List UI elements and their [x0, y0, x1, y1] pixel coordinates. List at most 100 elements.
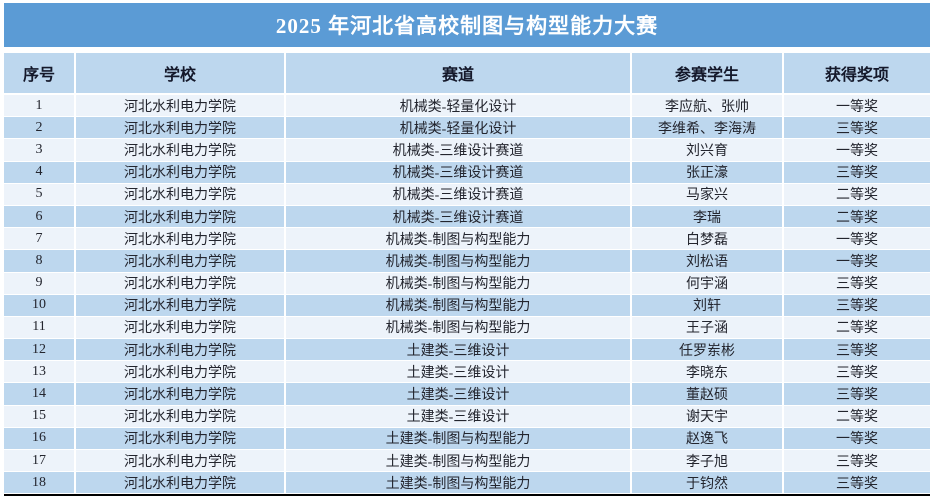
table-cell: 河北水利电力学院	[76, 383, 284, 405]
table-row: 1 河北水利电力学院 机械类-轻量化设计 李应航、张帅 一等奖	[4, 95, 930, 117]
table-row: 10 河北水利电力学院 机械类-制图与构型能力 刘轩 三等奖	[4, 294, 930, 316]
table-cell: 1	[4, 95, 74, 117]
table-cell: 一等奖	[784, 228, 930, 250]
table-cell: 三等奖	[784, 472, 930, 494]
table-row: 11 河北水利电力学院 机械类-制图与构型能力 王子涵 二等奖	[4, 316, 930, 339]
table-row: 14 河北水利电力学院 土建类-三维设计 董赵硕 三等奖	[4, 383, 930, 405]
table-cell: 河北水利电力学院	[76, 472, 284, 494]
table-row: 15 河北水利电力学院 土建类-三维设计 谢天宇 二等奖	[4, 405, 930, 427]
table-cell: 三等奖	[784, 294, 930, 316]
table-cell: 河北水利电力学院	[76, 339, 284, 361]
table-cell: 机械类-三维设计赛道	[286, 139, 630, 161]
table-cell: 土建类-制图与构型能力	[286, 472, 630, 494]
table-cell: 3	[4, 139, 74, 161]
table-cell: 刘轩	[632, 294, 782, 316]
table-cell: 李瑞	[632, 205, 782, 228]
table-cell: 于钧然	[632, 472, 782, 494]
column-header-award: 获得奖项	[784, 53, 930, 93]
table-cell: 13	[4, 361, 74, 383]
table-cell: 机械类-三维设计赛道	[286, 183, 630, 205]
table-cell: 张正濠	[632, 161, 782, 183]
table-row: 8 河北水利电力学院 机械类-制图与构型能力 刘松语 一等奖	[4, 250, 930, 272]
table-cell: 河北水利电力学院	[76, 272, 284, 294]
table-cell: 三等奖	[784, 339, 930, 361]
table-row: 16 河北水利电力学院 土建类-制图与构型能力 赵逸飞 一等奖	[4, 427, 930, 449]
table-cell: 土建类-三维设计	[286, 361, 630, 383]
table-cell: 三等奖	[784, 117, 930, 139]
table-cell: 谢天宇	[632, 405, 782, 427]
table-cell: 机械类-制图与构型能力	[286, 316, 630, 339]
table-cell: 马家兴	[632, 183, 782, 205]
table-cell: 刘松语	[632, 250, 782, 272]
awards-table-sheet: 2025 年河北省高校制图与构型能力大赛 序号 学校 赛道 参赛学生 获得奖项 …	[4, 3, 930, 497]
table-cell: 12	[4, 339, 74, 361]
column-header-index: 序号	[4, 53, 74, 93]
table-cell: 李应航、张帅	[632, 95, 782, 117]
table-cell: 土建类-三维设计	[286, 383, 630, 405]
table-cell: 二等奖	[784, 405, 930, 427]
table-cell: 河北水利电力学院	[76, 316, 284, 339]
table-cell: 河北水利电力学院	[76, 183, 284, 205]
table-cell: 河北水利电力学院	[76, 228, 284, 250]
table-cell: 河北水利电力学院	[76, 361, 284, 383]
table-cell: 二等奖	[784, 316, 930, 339]
table-cell: 15	[4, 405, 74, 427]
table-body: 1 河北水利电力学院 机械类-轻量化设计 李应航、张帅 一等奖 2 河北水利电力学院 机械类-…	[4, 95, 930, 494]
table-cell: 三等奖	[784, 272, 930, 294]
table-cell: 任罗岽彬	[632, 339, 782, 361]
table-cell: 机械类-轻量化设计	[286, 117, 630, 139]
table-cell: 一等奖	[784, 139, 930, 161]
table-cell: 7	[4, 228, 74, 250]
table-cell: 土建类-三维设计	[286, 405, 630, 427]
table-cell: 4	[4, 161, 74, 183]
table-cell: 18	[4, 472, 74, 494]
table-cell: 河北水利电力学院	[76, 161, 284, 183]
table-row: 6 河北水利电力学院 机械类-三维设计赛道 李瑞 二等奖	[4, 205, 930, 228]
column-header-students: 参赛学生	[632, 53, 782, 93]
table-row: 18 河北水利电力学院 土建类-制图与构型能力 于钧然 三等奖	[4, 472, 930, 494]
table-cell: 三等奖	[784, 450, 930, 472]
table-row: 4 河北水利电力学院 机械类-三维设计赛道 张正濠 三等奖	[4, 161, 930, 183]
table-row: 5 河北水利电力学院 机械类-三维设计赛道 马家兴 二等奖	[4, 183, 930, 205]
table-cell: 李维希、李海涛	[632, 117, 782, 139]
table-cell: 何宇涵	[632, 272, 782, 294]
table-row: 17 河北水利电力学院 土建类-制图与构型能力 李子旭 三等奖	[4, 450, 930, 472]
column-header-school: 学校	[76, 53, 284, 93]
table-cell: 9	[4, 272, 74, 294]
table-cell: 土建类-制图与构型能力	[286, 450, 630, 472]
table-cell: 一等奖	[784, 95, 930, 117]
table-cell: 赵逸飞	[632, 427, 782, 449]
table-cell: 10	[4, 294, 74, 316]
table-cell: 14	[4, 383, 74, 405]
table-cell: 河北水利电力学院	[76, 139, 284, 161]
table-cell: 河北水利电力学院	[76, 450, 284, 472]
table-cell: 王子涵	[632, 316, 782, 339]
table-cell: 机械类-制图与构型能力	[286, 294, 630, 316]
table-cell: 李晓东	[632, 361, 782, 383]
table-cell: 董赵硕	[632, 383, 782, 405]
table-cell: 机械类-三维设计赛道	[286, 161, 630, 183]
table-cell: 一等奖	[784, 427, 930, 449]
table-bottom-border	[4, 494, 930, 497]
table-cell: 三等奖	[784, 361, 930, 383]
table-cell: 一等奖	[784, 250, 930, 272]
table-cell: 16	[4, 427, 74, 449]
table-cell: 三等奖	[784, 161, 930, 183]
table-row: 13 河北水利电力学院 土建类-三维设计 李晓东 三等奖	[4, 361, 930, 383]
table-cell: 机械类-制图与构型能力	[286, 250, 630, 272]
table-row: 2 河北水利电力学院 机械类-轻量化设计 李维希、李海涛 三等奖	[4, 117, 930, 139]
table-cell: 河北水利电力学院	[76, 250, 284, 272]
table-title: 2025 年河北省高校制图与构型能力大赛	[275, 14, 659, 38]
table-cell: 河北水利电力学院	[76, 117, 284, 139]
table-cell: 土建类-三维设计	[286, 339, 630, 361]
table-cell: 二等奖	[784, 183, 930, 205]
table-row: 3 河北水利电力学院 机械类-三维设计赛道 刘兴育 一等奖	[4, 139, 930, 161]
table-cell: 河北水利电力学院	[76, 205, 284, 228]
table-cell: 土建类-制图与构型能力	[286, 427, 630, 449]
table-cell: 8	[4, 250, 74, 272]
table-cell: 河北水利电力学院	[76, 294, 284, 316]
table-cell: 河北水利电力学院	[76, 95, 284, 117]
table-cell: 2	[4, 117, 74, 139]
table-cell: 三等奖	[784, 383, 930, 405]
table-row: 12 河北水利电力学院 土建类-三维设计 任罗岽彬 三等奖	[4, 339, 930, 361]
